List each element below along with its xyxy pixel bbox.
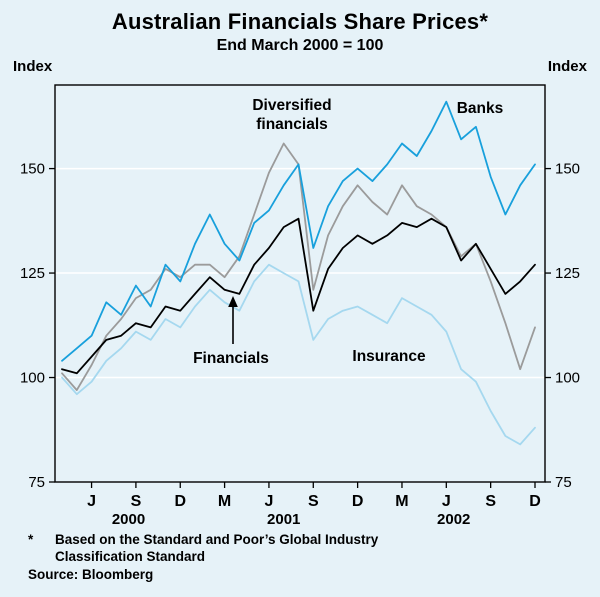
y-axis-title-right: Index (547, 58, 587, 75)
footnote-asterisk: * (28, 532, 34, 547)
series-line-banks (61, 100, 536, 362)
x-tick-label-3-M: M (218, 493, 231, 510)
source-line: Source: Bloomberg (28, 567, 154, 582)
footnote-line-2: Classification Standard (55, 549, 206, 564)
annotation-financials: Financials (193, 350, 269, 367)
footnote: * Based on the Standard and Poor’s Globa… (28, 531, 378, 565)
y-tick-label-left-150: 150 (20, 161, 45, 178)
x-tick-label-1-S: S (131, 493, 142, 510)
x-tick-label-7-M: M (395, 493, 408, 510)
y-tick-label-right-150: 150 (555, 161, 580, 178)
y-tick-label-right-125: 125 (555, 265, 580, 282)
y-tick-label-left-125: 125 (20, 265, 45, 282)
annotation-diversified-financials: Diversified financials (252, 97, 332, 133)
annotation-insurance: Insurance (352, 348, 426, 365)
series-line-insurance (61, 263, 536, 446)
year-label-2000: 2000 (112, 511, 145, 528)
y-tick-label-right-100: 100 (555, 370, 580, 387)
financials-arrowhead-icon (228, 296, 238, 307)
y-tick-label-right-75: 75 (555, 474, 572, 491)
y-axis-title-left: Index (13, 58, 53, 75)
x-tick-label-2-D: D (174, 493, 186, 510)
footnote-line-1: Based on the Standard and Poor’s Global … (55, 532, 379, 547)
x-tick-label-8-J: J (442, 493, 451, 510)
x-tick-label-6-D: D (352, 493, 364, 510)
y-tick-label-left-100: 100 (20, 370, 45, 387)
footnote-text: Based on the Standard and Poor’s Global … (55, 531, 378, 565)
plot-background (55, 85, 545, 482)
plot-frame (54, 84, 546, 483)
x-tick-label-0-J: J (87, 493, 96, 510)
series-line-financials (61, 217, 536, 375)
x-tick-label-10-D: D (529, 493, 541, 510)
chart-title: Australian Financials Share Prices* (111, 9, 489, 34)
chart-subtitle: End March 2000 = 100 (216, 37, 384, 54)
year-label-2002: 2002 (437, 511, 470, 528)
annotation-banks: Banks (456, 100, 504, 117)
x-tick-label-4-J: J (264, 493, 273, 510)
year-label-2001: 2001 (267, 511, 300, 528)
y-tick-label-left-75: 75 (28, 474, 45, 491)
x-tick-label-5-S: S (308, 493, 319, 510)
x-tick-label-9-S: S (485, 493, 496, 510)
